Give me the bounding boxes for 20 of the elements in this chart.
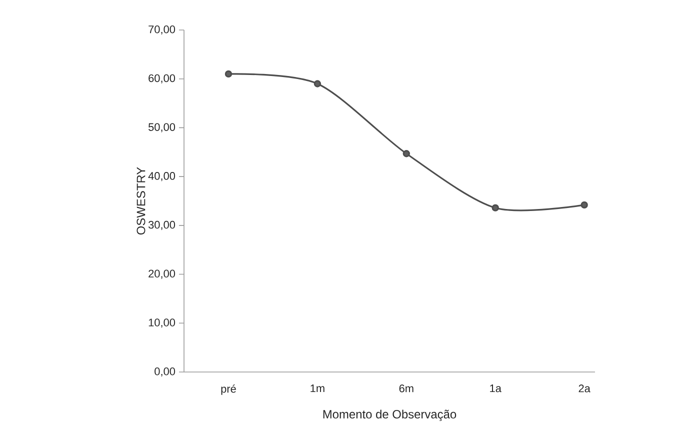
x-tick-label: 6m (399, 384, 414, 392)
y-tick-label: 70,00 (148, 25, 176, 35)
y-tick-label: 0,00 (154, 367, 176, 377)
y-tick-label: 10,00 (148, 318, 176, 328)
y-axis-title: OSWESTRY (136, 167, 146, 235)
point (224, 70, 232, 78)
y-tick-label: 30,00 (148, 220, 176, 230)
point (492, 204, 499, 212)
x-tick-label: 1m (310, 384, 324, 392)
point (402, 150, 410, 158)
x-tick-label: 2a (578, 384, 590, 392)
point (314, 80, 322, 88)
y-tick-label: 50,00 (148, 123, 176, 132)
x-tick-label: 1a (490, 384, 502, 392)
y-tick-label: 40,00 (148, 172, 176, 182)
y-tick-label: 60,00 (148, 74, 176, 84)
y-tick-label: 20,00 (148, 270, 176, 279)
point (580, 201, 588, 208)
x-tick-label: pré (221, 384, 236, 395)
x-axis-title: Momento de Observação (323, 410, 456, 421)
